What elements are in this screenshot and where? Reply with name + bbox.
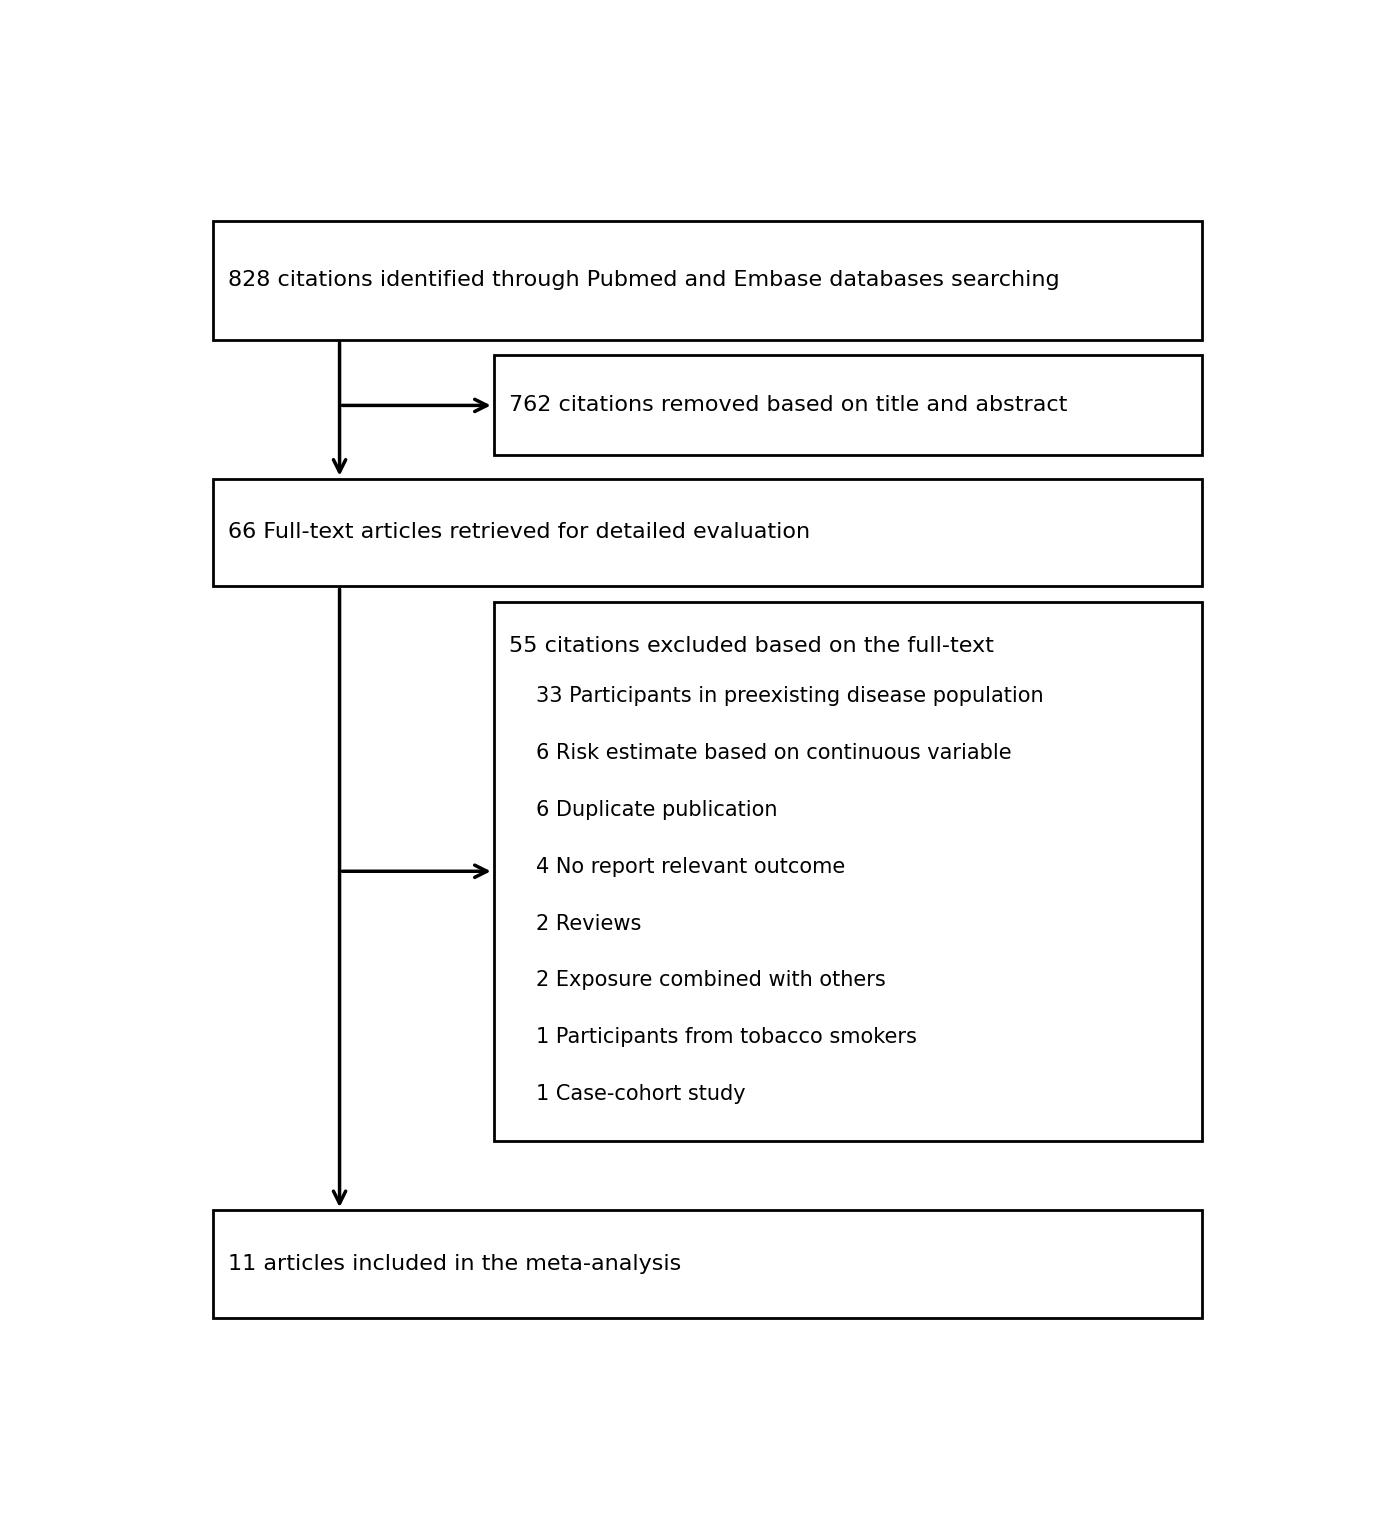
Bar (494, 355, 1202, 456)
Bar (212, 1210, 1202, 1318)
Text: 6 Duplicate publication: 6 Duplicate publication (536, 800, 777, 820)
Text: 2 Reviews: 2 Reviews (536, 913, 642, 934)
Text: 1 Participants from tobacco smokers: 1 Participants from tobacco smokers (536, 1027, 917, 1047)
Text: 33 Participants in preexisting disease population: 33 Participants in preexisting disease p… (536, 686, 1043, 707)
Text: 1 Case-cohort study: 1 Case-cohort study (536, 1084, 745, 1103)
Text: 4 No report relevant outcome: 4 No report relevant outcome (536, 856, 845, 876)
Text: 2 Exposure combined with others: 2 Exposure combined with others (536, 971, 886, 991)
Text: 6 Risk estimate based on continuous variable: 6 Risk estimate based on continuous vari… (536, 744, 1011, 764)
Bar (494, 602, 1202, 1141)
Text: 55 citations excluded based on the full-text: 55 citations excluded based on the full-… (509, 637, 993, 657)
Text: 11 articles included in the meta-analysis: 11 articles included in the meta-analysi… (227, 1254, 681, 1274)
Bar (212, 479, 1202, 587)
Text: 66 Full-text articles retrieved for detailed evaluation: 66 Full-text articles retrieved for deta… (227, 523, 810, 543)
Bar (212, 221, 1202, 340)
Text: 828 citations identified through Pubmed and Embase databases searching: 828 citations identified through Pubmed … (227, 270, 1060, 290)
Text: 762 citations removed based on title and abstract: 762 citations removed based on title and… (509, 395, 1067, 416)
